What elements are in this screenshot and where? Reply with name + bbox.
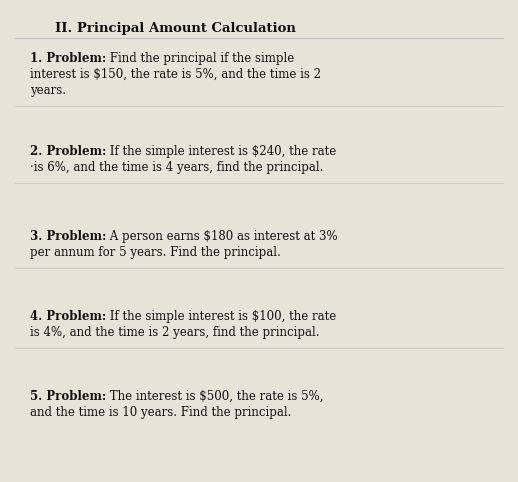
Text: interest is $150, the rate is 5%, and the time is 2: interest is $150, the rate is 5%, and th…: [30, 68, 321, 81]
Text: is 4%, and the time is 2 years, find the principal.: is 4%, and the time is 2 years, find the…: [30, 326, 320, 339]
Text: The interest is $500, the rate is 5%,: The interest is $500, the rate is 5%,: [106, 390, 324, 403]
Text: Find the principal if the simple: Find the principal if the simple: [106, 52, 295, 65]
Text: 3. Problem:: 3. Problem:: [30, 230, 106, 243]
Text: 1. Problem:: 1. Problem:: [30, 52, 106, 65]
Text: 4. Problem:: 4. Problem:: [30, 310, 106, 323]
Text: per annum for 5 years. Find the principal.: per annum for 5 years. Find the principa…: [30, 246, 281, 259]
Text: years.: years.: [30, 84, 66, 97]
Text: 2. Problem:: 2. Problem:: [30, 145, 106, 158]
Text: and the time is 10 years. Find the principal.: and the time is 10 years. Find the princ…: [30, 406, 291, 419]
Text: A person earns $180 as interest at 3%: A person earns $180 as interest at 3%: [106, 230, 338, 243]
Text: ·is 6%, and the time is 4 years, find the principal.: ·is 6%, and the time is 4 years, find th…: [30, 161, 323, 174]
Text: If the simple interest is $240, the rate: If the simple interest is $240, the rate: [106, 145, 337, 158]
Text: If the simple interest is $100, the rate: If the simple interest is $100, the rate: [106, 310, 337, 323]
Text: 5. Problem:: 5. Problem:: [30, 390, 106, 403]
Text: II. Principal Amount Calculation: II. Principal Amount Calculation: [55, 22, 296, 35]
